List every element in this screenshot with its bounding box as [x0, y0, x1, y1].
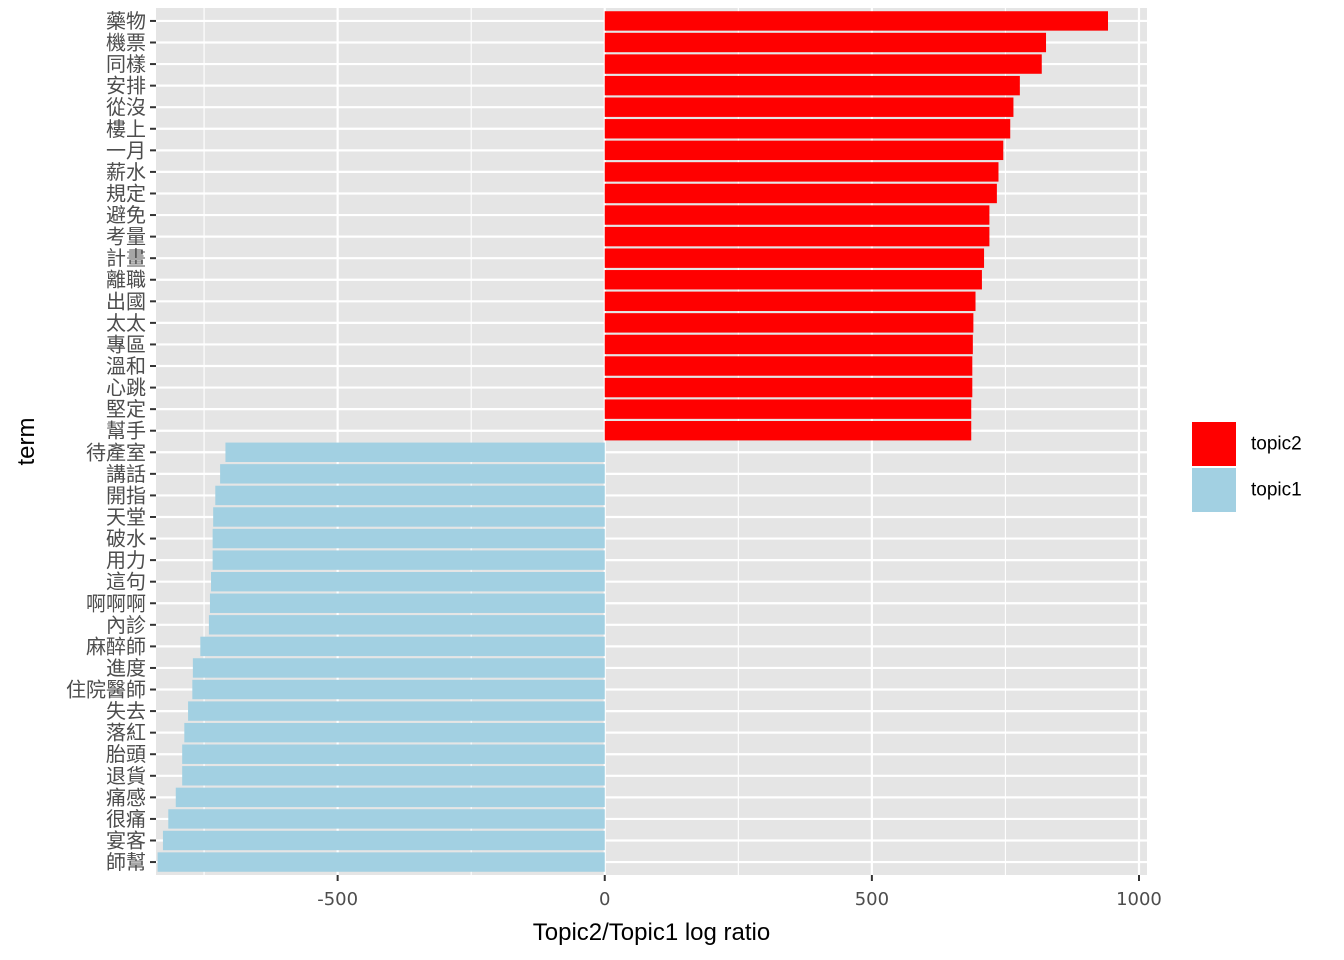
- y-tick-label: 避免: [106, 203, 146, 227]
- bar-topic1: [208, 615, 605, 635]
- bar-topic2: [604, 75, 1020, 96]
- bars: [157, 11, 1109, 872]
- y-tick-label: 出國: [106, 289, 146, 313]
- y-tick-label: 機票: [106, 31, 146, 55]
- y-tick-label: 用力: [106, 548, 146, 572]
- bar-topic2: [604, 54, 1042, 74]
- bar-topic2: [604, 421, 972, 441]
- y-tick-label: 太太: [106, 311, 146, 335]
- bar-topic2: [604, 140, 1004, 161]
- y-tick-label: 天堂: [106, 505, 146, 529]
- y-tick-label: 規定: [106, 181, 146, 205]
- legend-key-topic1: [1192, 468, 1236, 512]
- bar-topic1: [213, 507, 605, 527]
- bar-topic1: [182, 766, 605, 786]
- y-tick-label: 麻醉師: [86, 634, 146, 658]
- x-axis-title: Topic2/Topic1 log ratio: [533, 919, 770, 946]
- bar-topic1: [211, 571, 605, 592]
- legend-key-topic2: [1192, 422, 1236, 466]
- y-tick-label: 這句: [106, 570, 146, 594]
- bar-topic1: [220, 464, 605, 484]
- y-tick-label: 內診: [106, 613, 146, 637]
- bar-topic1: [182, 744, 605, 764]
- bar-topic1: [168, 809, 605, 829]
- bar-topic2: [604, 313, 974, 333]
- bar-topic2: [604, 119, 1011, 139]
- bar-topic2: [604, 377, 973, 398]
- bar-topic1: [212, 528, 605, 549]
- y-tick-label: 堅定: [106, 397, 146, 421]
- bar-topic2: [604, 270, 982, 290]
- bar-topic1: [212, 550, 605, 570]
- y-tick-label: 溫和: [106, 354, 146, 378]
- bar-topic1: [157, 852, 605, 872]
- y-tick-label: 離職: [106, 268, 146, 292]
- bar-topic2: [604, 183, 997, 204]
- x-axis: -500 0 500 1000: [317, 875, 1162, 910]
- y-tick-label: 考量: [106, 225, 146, 249]
- bar-topic1: [162, 830, 605, 851]
- y-tick-label: 師幫: [106, 850, 146, 874]
- legend: topic2 topic1: [1192, 422, 1302, 512]
- bar-topic1: [192, 679, 605, 700]
- y-tick-label: 專區: [106, 332, 146, 356]
- y-tick-label: 痛感: [106, 785, 146, 809]
- y-tick-label: 待產室: [86, 440, 146, 464]
- bar-topic2: [604, 32, 1047, 53]
- bar-topic1: [184, 722, 605, 743]
- y-axis-title: term: [13, 418, 40, 466]
- y-tick-label: 樓上: [106, 117, 146, 141]
- y-tick-label: 失去: [106, 699, 146, 723]
- y-tick-label: 進度: [106, 656, 146, 680]
- bar-topic1: [200, 636, 605, 657]
- bar-topic1: [175, 787, 605, 808]
- bar-topic2: [604, 11, 1109, 31]
- bar-topic2: [604, 226, 990, 247]
- x-tick-label: -500: [317, 889, 358, 910]
- legend-label: topic1: [1251, 480, 1302, 501]
- x-tick-label: 500: [855, 889, 889, 910]
- bar-topic2: [604, 399, 972, 419]
- y-tick-label: 從沒: [106, 95, 146, 119]
- x-tick-label: 0: [599, 889, 610, 910]
- legend-label: topic2: [1251, 434, 1302, 455]
- bar-topic2: [604, 248, 985, 268]
- bar-topic2: [604, 334, 973, 355]
- y-tick-label: 破水: [106, 527, 146, 551]
- y-tick-label: 開指: [106, 483, 146, 507]
- y-tick-label: 藥物: [106, 9, 146, 33]
- y-tick-label: 幫手: [106, 419, 146, 443]
- y-tick-label: 很痛: [106, 807, 146, 831]
- y-tick-label: 胎頭: [106, 742, 146, 766]
- bar-topic1: [209, 593, 605, 613]
- bar-topic1: [188, 701, 605, 721]
- bar-topic1: [192, 658, 605, 678]
- y-tick-label: 計畫: [106, 246, 146, 270]
- bar-topic2: [604, 97, 1014, 117]
- y-tick-label: 落紅: [106, 721, 146, 745]
- y-tick-label: 安排: [106, 74, 146, 98]
- bar-topic1: [215, 485, 605, 506]
- y-tick-label: 啊啊啊: [86, 591, 146, 615]
- bar-topic2: [604, 162, 999, 182]
- y-tick-label: 同樣: [106, 52, 146, 76]
- y-tick-label: 講話: [106, 462, 146, 486]
- y-tick-label: 一月: [106, 138, 146, 162]
- x-tick-label: 1000: [1116, 889, 1162, 910]
- y-tick-label: 宴客: [106, 828, 146, 852]
- bar-topic2: [604, 291, 976, 312]
- bar-topic2: [604, 205, 990, 225]
- y-tick-label: 薪水: [106, 160, 146, 184]
- y-tick-label: 退貨: [106, 764, 146, 788]
- y-tick-label: 住院醫師: [66, 678, 146, 702]
- bar-topic1: [225, 442, 605, 462]
- bar-topic2: [604, 356, 973, 376]
- y-tick-label: 心跳: [106, 376, 146, 400]
- y-axis: 藥物機票同樣安排從沒樓上一月薪水規定避免考量計畫離職出國太太專區溫和心跳堅定幫手…: [66, 9, 156, 874]
